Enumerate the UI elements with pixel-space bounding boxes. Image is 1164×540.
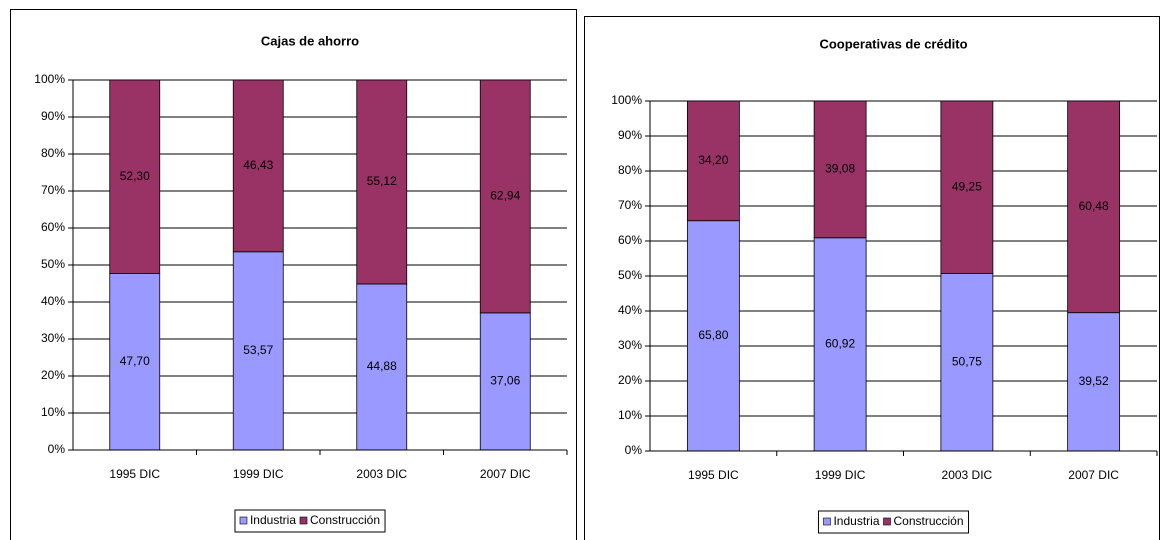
y-tick-label: 60% xyxy=(41,220,65,234)
x-tick-label: 1995 DIC xyxy=(688,468,739,482)
legend-label: Construcción xyxy=(894,514,964,528)
data-label: 39,52 xyxy=(1079,374,1109,388)
data-label: 49,25 xyxy=(952,179,982,193)
y-tick-label: 0% xyxy=(625,443,643,457)
y-tick-label: 100% xyxy=(34,72,65,86)
data-label: 39,08 xyxy=(825,162,855,176)
y-tick-label: 40% xyxy=(41,294,65,308)
data-label: 44,88 xyxy=(367,359,397,373)
bar-segment xyxy=(813,100,867,239)
data-label: 50,75 xyxy=(952,354,982,368)
y-tick-label: 10% xyxy=(618,408,642,422)
data-label: 34,20 xyxy=(698,153,728,167)
data-label: 65,80 xyxy=(698,328,728,342)
bar-segment xyxy=(479,79,531,314)
bar-segment xyxy=(686,100,740,222)
y-tick-label: 90% xyxy=(618,128,642,142)
legend-box xyxy=(817,510,970,534)
y-tick-label: 70% xyxy=(41,183,65,197)
bar-segment xyxy=(232,251,284,451)
chart-title: Cooperativas de crédito xyxy=(819,36,967,51)
bar-segment xyxy=(1067,100,1121,314)
y-tick-label: 60% xyxy=(618,233,642,247)
data-label: 52,30 xyxy=(120,169,150,183)
legend-swatch xyxy=(883,517,891,526)
legend-label: Industria xyxy=(833,514,879,528)
bar-segment xyxy=(479,312,531,451)
y-tick-label: 80% xyxy=(41,146,65,160)
data-label: 55,12 xyxy=(367,174,397,188)
legend-label: Construcción xyxy=(310,513,380,527)
y-tick-label: 50% xyxy=(41,257,65,271)
bar-segment xyxy=(356,283,408,451)
bar-segment xyxy=(1067,312,1121,452)
x-tick-label: 2003 DIC xyxy=(356,467,407,481)
data-label: 60,92 xyxy=(825,337,855,351)
legend-swatch xyxy=(823,517,831,526)
y-tick-label: 30% xyxy=(618,338,642,352)
data-label: 37,06 xyxy=(490,374,520,388)
data-label: 53,57 xyxy=(243,343,273,357)
y-tick-label: 90% xyxy=(41,109,65,123)
y-tick-label: 30% xyxy=(41,331,65,345)
chart-frame xyxy=(584,16,1160,540)
legend-swatch xyxy=(299,516,308,525)
y-tick-label: 20% xyxy=(618,373,642,387)
x-tick-label: 1999 DIC xyxy=(233,467,284,481)
x-tick-label: 2003 DIC xyxy=(942,468,993,482)
bar-segment xyxy=(109,273,161,451)
legend-box xyxy=(234,509,386,533)
data-label: 60,48 xyxy=(1079,199,1109,213)
y-tick-label: 50% xyxy=(618,268,642,282)
y-tick-label: 80% xyxy=(618,163,642,177)
legend-label: Industria xyxy=(250,513,296,527)
x-tick-label: 1995 DIC xyxy=(109,467,160,481)
legend-swatch xyxy=(239,516,248,525)
data-label: 62,94 xyxy=(490,189,520,203)
y-tick-label: 100% xyxy=(611,93,642,107)
x-tick-label: 2007 DIC xyxy=(480,467,531,481)
chart-title: Cajas de ahorro xyxy=(261,33,359,48)
y-tick-label: 20% xyxy=(41,368,65,382)
y-tick-label: 40% xyxy=(618,303,642,317)
y-tick-label: 0% xyxy=(48,442,66,456)
data-label: 47,70 xyxy=(120,354,150,368)
x-tick-label: 2007 DIC xyxy=(1068,468,1119,482)
y-tick-label: 10% xyxy=(41,405,65,419)
bar-segment xyxy=(232,79,284,253)
bar-segment xyxy=(940,100,994,274)
bar-segment xyxy=(686,220,740,452)
y-tick-label: 70% xyxy=(618,198,642,212)
data-label: 46,43 xyxy=(243,158,273,172)
x-tick-label: 1999 DIC xyxy=(815,468,866,482)
bar-segment xyxy=(356,79,408,285)
bar-segment xyxy=(109,79,161,274)
